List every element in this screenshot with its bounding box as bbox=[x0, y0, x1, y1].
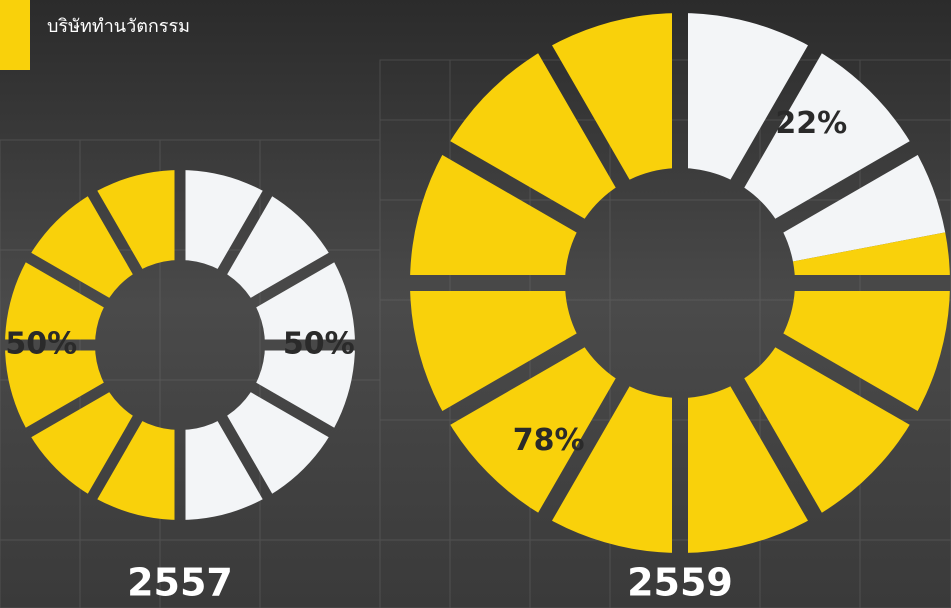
header-accent bbox=[0, 0, 30, 70]
value-label: 50% bbox=[283, 327, 355, 362]
value-label: 78% bbox=[513, 423, 585, 458]
donut-segment bbox=[180, 170, 355, 520]
donut-segment bbox=[680, 13, 946, 262]
value-label: 22% bbox=[775, 106, 847, 141]
donut-segment bbox=[409, 13, 950, 553]
chart-title: 2557 bbox=[127, 561, 233, 605]
value-label: 50% bbox=[5, 327, 77, 362]
donut bbox=[5, 170, 355, 520]
donut-segment bbox=[5, 170, 180, 520]
donut bbox=[409, 13, 950, 553]
chart-title: 2559 bbox=[627, 561, 733, 605]
header-title: บริษัททำนวัตกรรม bbox=[47, 16, 190, 37]
